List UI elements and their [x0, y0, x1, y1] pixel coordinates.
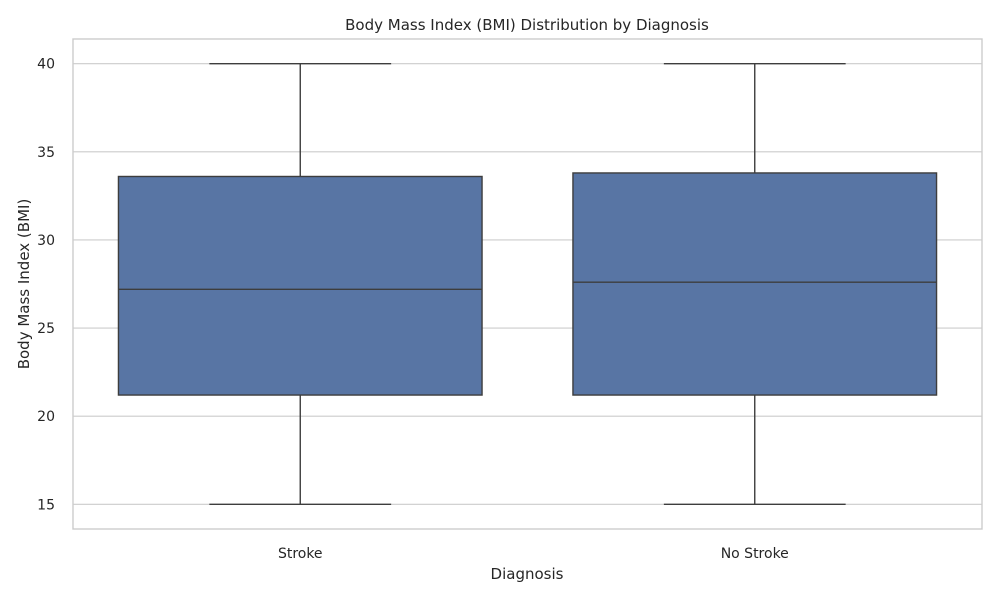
iqr-box: [117, 175, 483, 396]
box-stroke: [117, 62, 483, 506]
iqr-box: [572, 172, 938, 396]
y-tick-label: 30: [37, 233, 55, 249]
box-no-stroke: [572, 62, 938, 506]
y-tick-label: 35: [37, 145, 55, 161]
x-tick-label: No Stroke: [721, 546, 789, 562]
y-tick-label: 15: [37, 497, 55, 513]
y-tick-label: 40: [37, 57, 55, 73]
chart-title: Body Mass Index (BMI) Distribution by Di…: [345, 16, 709, 34]
x-axis-label: Diagnosis: [491, 565, 564, 583]
box-series: [117, 62, 938, 506]
x-tick-label: Stroke: [278, 546, 323, 562]
y-tick-label: 20: [37, 409, 55, 425]
plot-frame: [72, 38, 983, 530]
y-tick-label: 25: [37, 321, 55, 337]
x-axis-ticks: Stroke No Stroke: [278, 546, 789, 562]
y-axis-ticks: 15 20 25 30 35 40: [37, 57, 55, 514]
y-axis-label: Body Mass Index (BMI): [15, 199, 33, 370]
